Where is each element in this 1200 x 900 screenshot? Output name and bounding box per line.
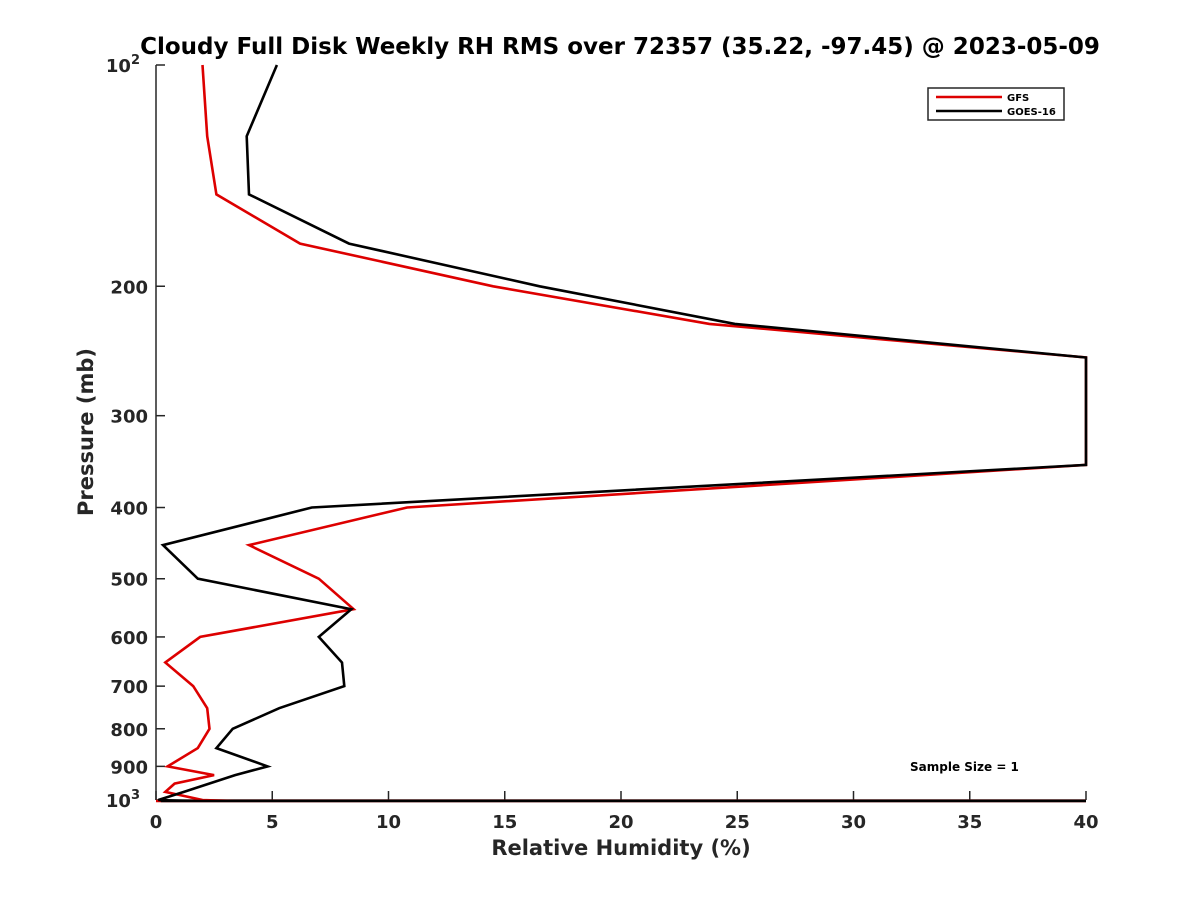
y-tick-label: 400 [110, 499, 148, 520]
y-tick-label: 500 [110, 570, 148, 591]
y-tick-label: 600 [110, 628, 148, 649]
x-ticks: 0 5 10 15 20 25 30 35 40 [150, 791, 1099, 833]
legend: GFS GOES-16 [927, 87, 1065, 121]
x-tick-label: 35 [957, 812, 982, 833]
legend-label-gfs: GFS [1007, 93, 1029, 104]
chart-title: Cloudy Full Disk Weekly RH RMS over 7235… [140, 34, 1100, 60]
legend-box [927, 87, 1065, 121]
x-tick-label: 30 [841, 812, 866, 833]
x-axis-label: Relative Humidity (%) [491, 836, 750, 860]
x-tick-label: 20 [608, 812, 633, 833]
y-tick-label: 102 [106, 53, 140, 77]
series-line-goes16 [157, 64, 1088, 803]
y-tick-label: 300 [110, 407, 148, 428]
sample-size-annotation: Sample Size = 1 [910, 760, 1019, 774]
y-tick-label: 200 [110, 277, 148, 298]
legend-label-goes16: GOES-16 [1007, 107, 1056, 118]
x-tick-label: 10 [376, 812, 401, 833]
series-group [156, 64, 1088, 803]
y-tick-label: 800 [110, 720, 148, 741]
y-tick-label: 700 [110, 677, 148, 698]
y-tick-label: 103 [106, 788, 140, 812]
x-tick-label: 25 [725, 812, 750, 833]
x-tick-label: 0 [150, 812, 163, 833]
y-tick-label: 900 [110, 757, 148, 778]
x-tick-label: 40 [1073, 812, 1098, 833]
x-tick-label: 5 [266, 812, 279, 833]
y-axis-label: Pressure (mb) [74, 348, 98, 516]
plot-area [156, 65, 1086, 800]
y-ticks: 102 200 300 400 500 600 700 800 900 103 [106, 53, 165, 812]
x-tick-label: 15 [492, 812, 517, 833]
